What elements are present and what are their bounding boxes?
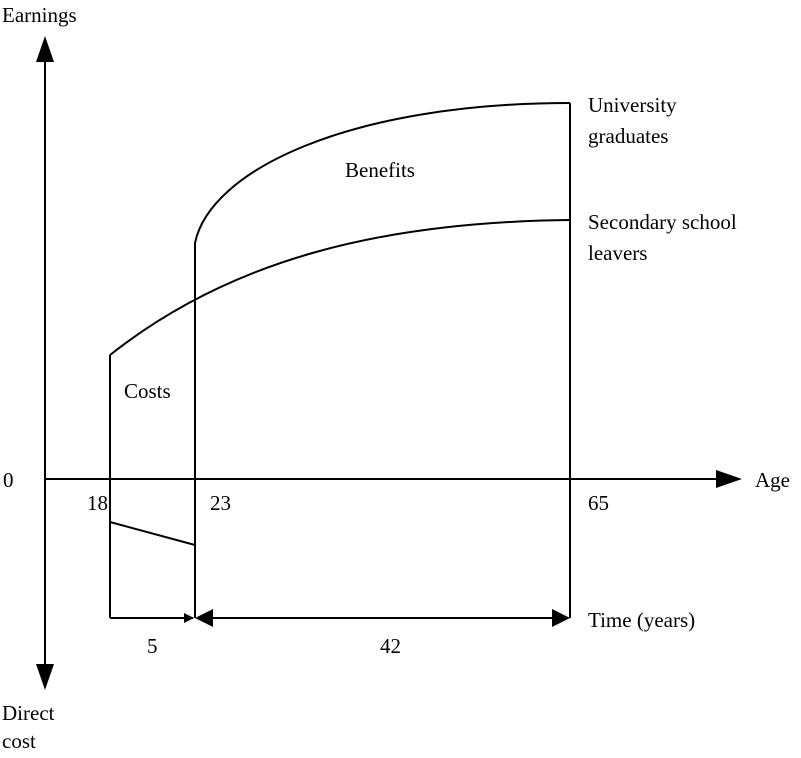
university-label-line2: graduates xyxy=(588,124,668,148)
direct-cost-label-line2: cost xyxy=(2,729,36,753)
secondary-label-line1: Secondary school xyxy=(588,210,737,234)
vertical-axis-up-arrow xyxy=(36,36,54,62)
origin-label: 0 xyxy=(3,468,14,492)
benefits-label: Benefits xyxy=(345,158,415,182)
study-years-label: 5 xyxy=(147,634,158,658)
age-axis-label: Age xyxy=(755,468,790,492)
vertical-axis-down-arrow xyxy=(36,664,54,690)
costs-label: Costs xyxy=(124,379,171,403)
horizontal-axis-arrow xyxy=(716,470,742,488)
secondary-label-line2: leavers xyxy=(588,241,647,265)
age-65-label: 65 xyxy=(588,491,609,515)
direct-cost-line xyxy=(109,521,196,546)
working-years-label: 42 xyxy=(380,634,401,658)
time-years-label: Time (years) xyxy=(588,608,695,632)
direct-cost-label-line1: Direct xyxy=(2,701,55,725)
secondary-leavers-curve xyxy=(109,219,571,356)
age-23-label: 23 xyxy=(210,491,231,515)
working-period-left-arrowhead xyxy=(195,609,213,627)
university-label-line1: University xyxy=(588,93,677,117)
university-graduates-curve xyxy=(194,102,571,244)
age-18-label: 18 xyxy=(87,491,108,515)
working-period-right-arrowhead xyxy=(552,609,570,627)
earnings-axis-label: Earnings xyxy=(2,3,77,27)
